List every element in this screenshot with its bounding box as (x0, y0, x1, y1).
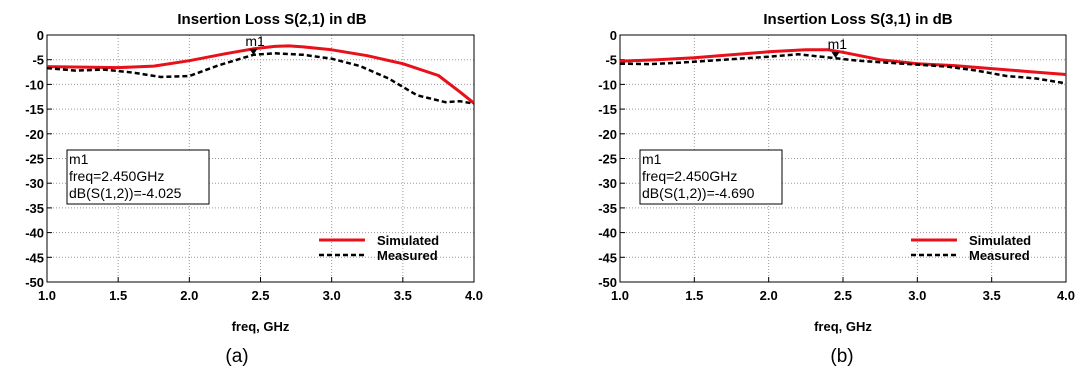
y-tick-label: -50 (598, 275, 617, 290)
marker-label: m1 (828, 36, 848, 52)
series-line-measured (619, 53, 1067, 85)
y-tick-label: -35 (25, 201, 44, 216)
marker-readout-line: freq=2.450GHz (69, 168, 164, 184)
x-tick-label: 1.5 (685, 288, 703, 303)
series-line-measured (46, 52, 475, 105)
figure-caption: (a) (225, 346, 248, 367)
x-tick-label: 4.0 (465, 288, 483, 303)
y-tick-label: -45 (25, 250, 44, 265)
chart-title: Insertion Loss S(2,1) in dB (177, 11, 366, 28)
y-tick-label: -10 (25, 77, 44, 92)
marker-readout-line: dB(S(1,2))=-4.690 (642, 185, 755, 201)
x-tick-label: 2.0 (180, 288, 198, 303)
y-tick-label: -50 (25, 275, 44, 290)
figure-caption: (b) (830, 346, 853, 367)
chart-panel-2: Insertion Loss S(3,1) in dB 0 -5 -10 -15 -20 -… (598, 11, 1075, 367)
x-tick-label: 3.5 (983, 288, 1001, 303)
marker-readout-box (639, 149, 783, 205)
marker-label: m1 (245, 33, 265, 49)
y-tick-label: -25 (598, 152, 617, 167)
legend-label-measured: Measured (377, 248, 438, 263)
legend-label-measured: Measured (969, 248, 1030, 263)
marker-triangle (831, 52, 840, 59)
y-tick-label: -40 (25, 226, 44, 241)
x-tick-label: 4.0 (1057, 288, 1075, 303)
marker-readout-line: dB(S(1,2))=-4.025 (69, 185, 182, 201)
y-tick-label: -5 (605, 53, 617, 68)
legend-label-simulated: Simulated (969, 233, 1031, 248)
x-tick-label: 3.0 (323, 288, 341, 303)
marker-readout-line: m1 (69, 151, 89, 167)
y-tick-label: -25 (25, 152, 44, 167)
marker-readout-line: m1 (642, 151, 662, 167)
grid-lines (47, 35, 474, 282)
x-tick-label: 3.5 (394, 288, 412, 303)
y-tick-label: -45 (598, 250, 617, 265)
y-tick-label: -35 (598, 201, 617, 216)
y-tick-label: -5 (32, 53, 44, 68)
x-tick-label: 3.0 (908, 288, 926, 303)
y-tick-label: -10 (598, 77, 617, 92)
y-tick-label: 0 (37, 28, 44, 43)
y-tick-label: -40 (598, 226, 617, 241)
chart-title: Insertion Loss S(3,1) in dB (763, 11, 952, 28)
x-tick-label: 1.0 (611, 288, 629, 303)
y-tick-label: -15 (598, 102, 617, 117)
series-line-simulated (619, 48, 1067, 76)
y-tick-label: 0 (610, 28, 617, 43)
x-tick-label: 2.0 (760, 288, 778, 303)
x-tick-label: 1.0 (38, 288, 56, 303)
legend-label-simulated: Simulated (377, 233, 439, 248)
x-axis-label: freq, GHz (232, 319, 290, 334)
y-tick-label: -20 (598, 127, 617, 142)
y-tick-label: -30 (598, 176, 617, 191)
x-tick-label: 1.5 (109, 288, 127, 303)
y-tick-label: -20 (25, 127, 44, 142)
y-tick-label: -15 (25, 102, 44, 117)
y-tick-label: -30 (25, 176, 44, 191)
series-line-simulated (46, 44, 475, 105)
chart-panel-1: Insertion Loss S(2,1) in dB 0 -5 -10 -15 -20 -… (25, 11, 483, 367)
marker-readout-box (66, 149, 210, 205)
marker-readout-line: freq=2.450GHz (642, 168, 737, 184)
marker-triangle (249, 48, 258, 55)
x-tick-label: 2.5 (251, 288, 269, 303)
x-tick-label: 2.5 (834, 288, 852, 303)
x-axis-label: freq, GHz (814, 319, 872, 334)
